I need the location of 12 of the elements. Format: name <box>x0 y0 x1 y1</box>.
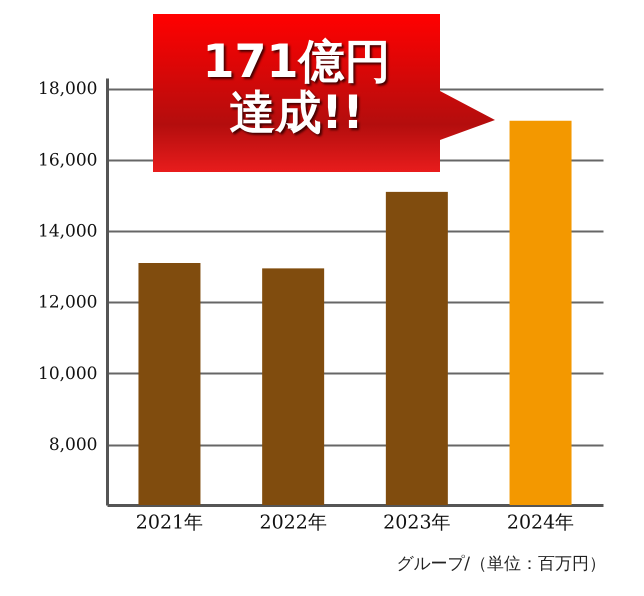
annotation: 171億円達成!! <box>201 34 392 139</box>
x-tick-label: 2022年 <box>259 512 327 534</box>
y-tick-label: 16,000 <box>38 150 98 170</box>
x-tick-label: 2024年 <box>506 512 574 534</box>
x-tick-label: 2021年 <box>136 512 204 534</box>
y-tick-label: 10,000 <box>38 364 98 384</box>
y-tick-label: 18,000 <box>38 79 98 100</box>
text: グループ/（単位：百万円） <box>396 553 606 575</box>
y-tick-label: 14,000 <box>38 222 98 242</box>
y-tick-label: 12,000 <box>38 292 98 313</box>
y-tick-label: 8,000 <box>48 435 98 456</box>
x-tick-label: 2023年 <box>383 512 451 534</box>
